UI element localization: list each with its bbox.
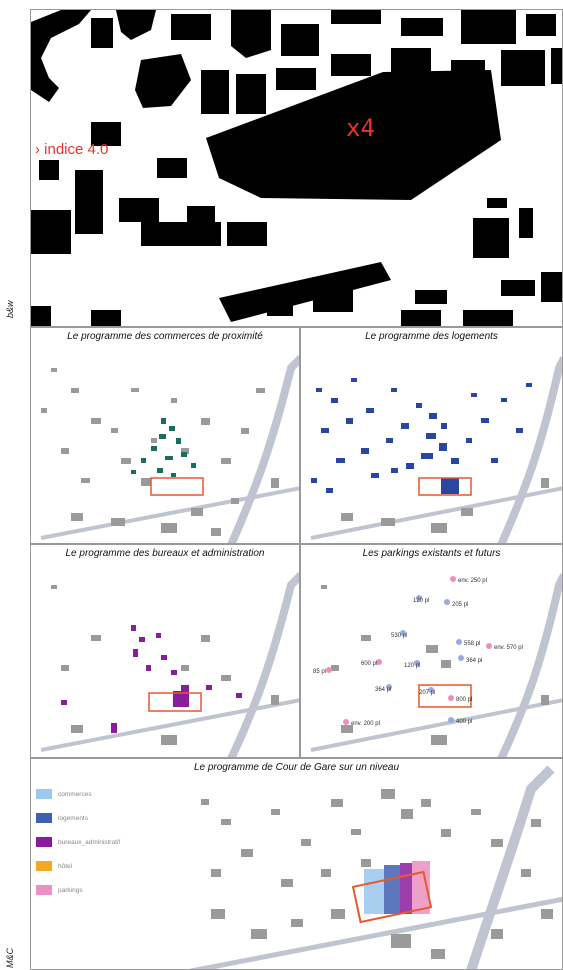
panel-bureaux-title: Le programme des bureaux et administrati… bbox=[65, 548, 265, 559]
svg-text:env. 250 pl: env. 250 pl bbox=[458, 578, 487, 584]
legend-swatch bbox=[36, 885, 52, 895]
logements-buildings bbox=[311, 378, 532, 494]
legend-item-bureaux: bureaux_administratif bbox=[36, 836, 156, 848]
program-blocks bbox=[364, 861, 430, 914]
panel-commerces: Le programme des commerces de proximité bbox=[30, 327, 300, 544]
hero-map-svg: › indice 4.0 x4 bbox=[31, 10, 562, 326]
svg-text:800 pl: 800 pl bbox=[456, 697, 472, 703]
map-logements bbox=[310, 356, 562, 543]
panel-bureaux: Le programme des bureaux et administrati… bbox=[30, 544, 300, 758]
panel-logements: Le programme des logements bbox=[300, 327, 563, 544]
side-label-bw: b&w bbox=[5, 300, 15, 318]
map-commerces bbox=[40, 355, 299, 543]
panel-cour-de-gare: Le programme de Cour de Gare sur un nive… bbox=[30, 758, 563, 970]
legend-label: parkings bbox=[58, 886, 83, 894]
svg-text:env. 570 pl: env. 570 pl bbox=[494, 645, 523, 651]
svg-text:400 pl: 400 pl bbox=[456, 719, 472, 725]
legend-swatch bbox=[36, 837, 52, 847]
project-outline bbox=[351, 870, 433, 924]
svg-text:558 pl: 558 pl bbox=[464, 641, 480, 647]
legend-item-logements: logements bbox=[36, 812, 156, 824]
base-map bbox=[40, 355, 299, 543]
black-buildings bbox=[31, 10, 562, 326]
map-cour-de-gare bbox=[190, 765, 562, 969]
svg-text:env. 200 pl: env. 200 pl bbox=[351, 721, 380, 727]
legend-label: logements bbox=[58, 814, 88, 822]
legend-label: hôtel bbox=[58, 862, 73, 870]
panel-parkings-title: Les parkings existants et futurs bbox=[362, 548, 501, 559]
panel-parkings: Les parkings existants et futurs env. 25… bbox=[300, 544, 563, 758]
project-outline bbox=[418, 477, 472, 496]
svg-text:205 pl: 205 pl bbox=[452, 602, 468, 608]
map-parkings: env. 250 pl 120 pl 205 pl 530 pl 558 pl … bbox=[310, 573, 562, 757]
panel-cour-title: Le programme de Cour de Gare sur un nive… bbox=[193, 762, 400, 773]
commerces-buildings bbox=[131, 418, 196, 477]
project-outline bbox=[418, 684, 472, 708]
svg-text:120 pl: 120 pl bbox=[404, 663, 420, 669]
legend-swatch bbox=[36, 813, 52, 823]
legend-swatch bbox=[36, 789, 52, 799]
legend-label: commerces bbox=[58, 790, 92, 798]
parking-markers: env. 250 pl 120 pl 205 pl 530 pl 558 pl … bbox=[313, 576, 523, 727]
legend-item-parkings: parkings bbox=[36, 884, 156, 896]
hero-figure-ground-map: › indice 4.0 x4 bbox=[30, 9, 563, 327]
svg-text:600 pl: 600 pl bbox=[361, 661, 377, 667]
panel-commerces-title: Le programme des commerces de proximité bbox=[67, 331, 263, 342]
svg-text:120 pl: 120 pl bbox=[413, 598, 429, 604]
svg-text:364 pl: 364 pl bbox=[375, 687, 391, 693]
bureaux-buildings bbox=[61, 625, 242, 733]
svg-text:207 pl: 207 pl bbox=[419, 690, 435, 696]
panel-logements-title: Le programme des logements bbox=[365, 331, 498, 342]
svg-text:364 pl: 364 pl bbox=[466, 658, 482, 664]
legend: commerces logements bureaux_administrati… bbox=[36, 788, 156, 908]
svg-text:85 pl: 85 pl bbox=[313, 669, 326, 675]
map-bureaux bbox=[40, 572, 299, 757]
legend-swatch bbox=[36, 861, 52, 871]
project-outline bbox=[150, 477, 204, 496]
side-label-mc: M&C bbox=[5, 948, 15, 968]
hero-factor-label: x4 bbox=[346, 114, 375, 142]
legend-item-hotel: hôtel bbox=[36, 860, 156, 872]
project-outline bbox=[148, 692, 202, 712]
svg-text:530 pl: 530 pl bbox=[391, 633, 407, 639]
hero-indice-label: › indice 4.0 bbox=[35, 141, 108, 158]
legend-item-commerces: commerces bbox=[36, 788, 156, 800]
legend-label: bureaux_administratif bbox=[58, 838, 121, 846]
